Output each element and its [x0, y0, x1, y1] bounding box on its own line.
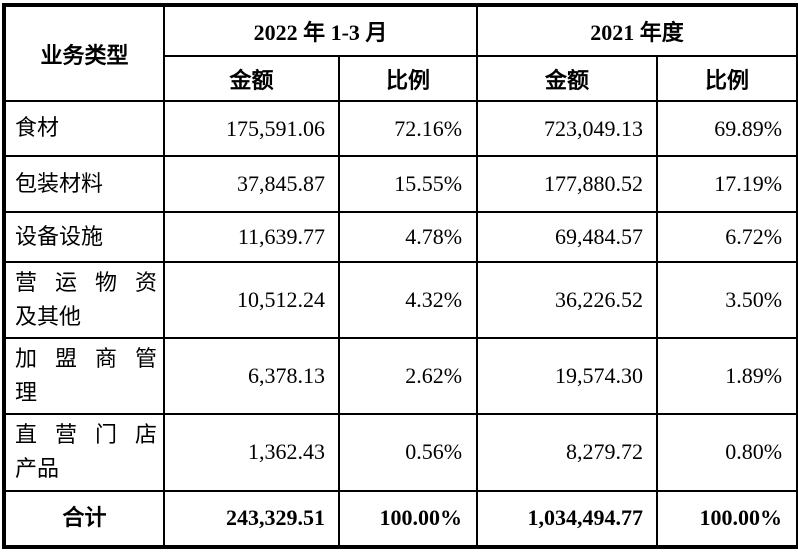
column-header-ratio-2021: 比例 — [656, 55, 798, 102]
ratio-2021-cell: 3.50% — [656, 260, 798, 340]
business-type-revenue-table: 业务类型 2022 年 1-3 月 2021 年度 金额 比例 金额 比例 食材… — [2, 3, 798, 549]
amount-2021-cell: 177,880.52 — [476, 155, 659, 213]
ratio-2022-cell: 4.32% — [337, 260, 479, 340]
ratio-2022-cell: 4.78% — [337, 211, 479, 263]
amount-2022-cell: 37,845.87 — [163, 155, 340, 213]
amount-2021-cell: 36,226.52 — [476, 260, 659, 340]
total-ratio-2021-cell: 100.00% — [656, 489, 798, 548]
column-header-period-2022: 2022 年 1-3 月 — [162, 4, 479, 57]
column-header-ratio-2022: 比例 — [337, 55, 479, 102]
ratio-2021-cell: 17.19% — [656, 155, 798, 213]
table-row: 营运物资 及其他 10,512.24 4.32% 36,226.52 3.50% — [3, 260, 798, 340]
ratio-2021-cell: 69.89% — [656, 100, 798, 157]
table-row: 食材 175,591.06 72.16% 723,049.13 69.89% — [3, 100, 798, 157]
ratio-2022-cell: 72.16% — [337, 100, 479, 157]
ratio-2022-cell: 0.56% — [337, 413, 479, 492]
amount-2022-cell: 6,378.13 — [163, 337, 340, 416]
column-header-period-2021: 2021 年度 — [476, 4, 798, 57]
total-amount-2022-cell: 243,329.51 — [163, 489, 340, 548]
table-row: 加盟商管理 6,378.13 2.62% 19,574.30 1.89% — [3, 337, 798, 416]
ratio-2022-cell: 2.62% — [337, 337, 479, 416]
column-header-business-type: 业务类型 — [3, 4, 165, 102]
total-row: 合计 243,329.51 100.00% 1,034,494.77 100.0… — [3, 489, 798, 548]
row-label: 设备设施 — [3, 211, 165, 263]
amount-2022-cell: 10,512.24 — [163, 260, 340, 340]
amount-2022-cell: 1,362.43 — [163, 413, 340, 492]
header-row-measures: 金额 比例 金额 比例 — [4, 55, 798, 102]
header-row-periods: 业务类型 2022 年 1-3 月 2021 年度 — [3, 4, 798, 102]
row-label: 直营门店 产品 — [3, 413, 165, 492]
total-amount-2021-cell: 1,034,494.77 — [476, 489, 659, 548]
row-label: 营运物资 及其他 — [3, 260, 165, 340]
ratio-2021-cell: 0.80% — [656, 413, 798, 492]
ratio-2022-cell: 15.55% — [337, 155, 479, 213]
row-label: 加盟商管理 — [3, 337, 165, 416]
table-row: 直营门店 产品 1,362.43 0.56% 8,279.72 0.80% — [3, 413, 798, 492]
amount-2021-cell: 723,049.13 — [476, 100, 659, 157]
column-header-amount-2022: 金额 — [163, 55, 340, 102]
amount-2021-cell: 8,279.72 — [476, 413, 659, 492]
amount-2021-cell: 69,484.57 — [476, 211, 659, 263]
amount-2021-cell: 19,574.30 — [476, 337, 659, 416]
ratio-2021-cell: 6.72% — [656, 211, 798, 263]
table-row: 设备设施 11,639.77 4.78% 69,484.57 6.72% — [3, 211, 798, 263]
ratio-2021-cell: 1.89% — [656, 337, 798, 416]
row-label: 食材 — [3, 100, 165, 157]
table-row: 包装材料 37,845.87 15.55% 177,880.52 17.19% — [3, 155, 798, 213]
column-header-amount-2021: 金额 — [476, 55, 659, 102]
amount-2022-cell: 11,639.77 — [163, 211, 340, 263]
total-label: 合计 — [3, 489, 165, 548]
row-label: 包装材料 — [3, 155, 165, 213]
amount-2022-cell: 175,591.06 — [163, 100, 340, 157]
total-ratio-2022-cell: 100.00% — [337, 489, 479, 548]
